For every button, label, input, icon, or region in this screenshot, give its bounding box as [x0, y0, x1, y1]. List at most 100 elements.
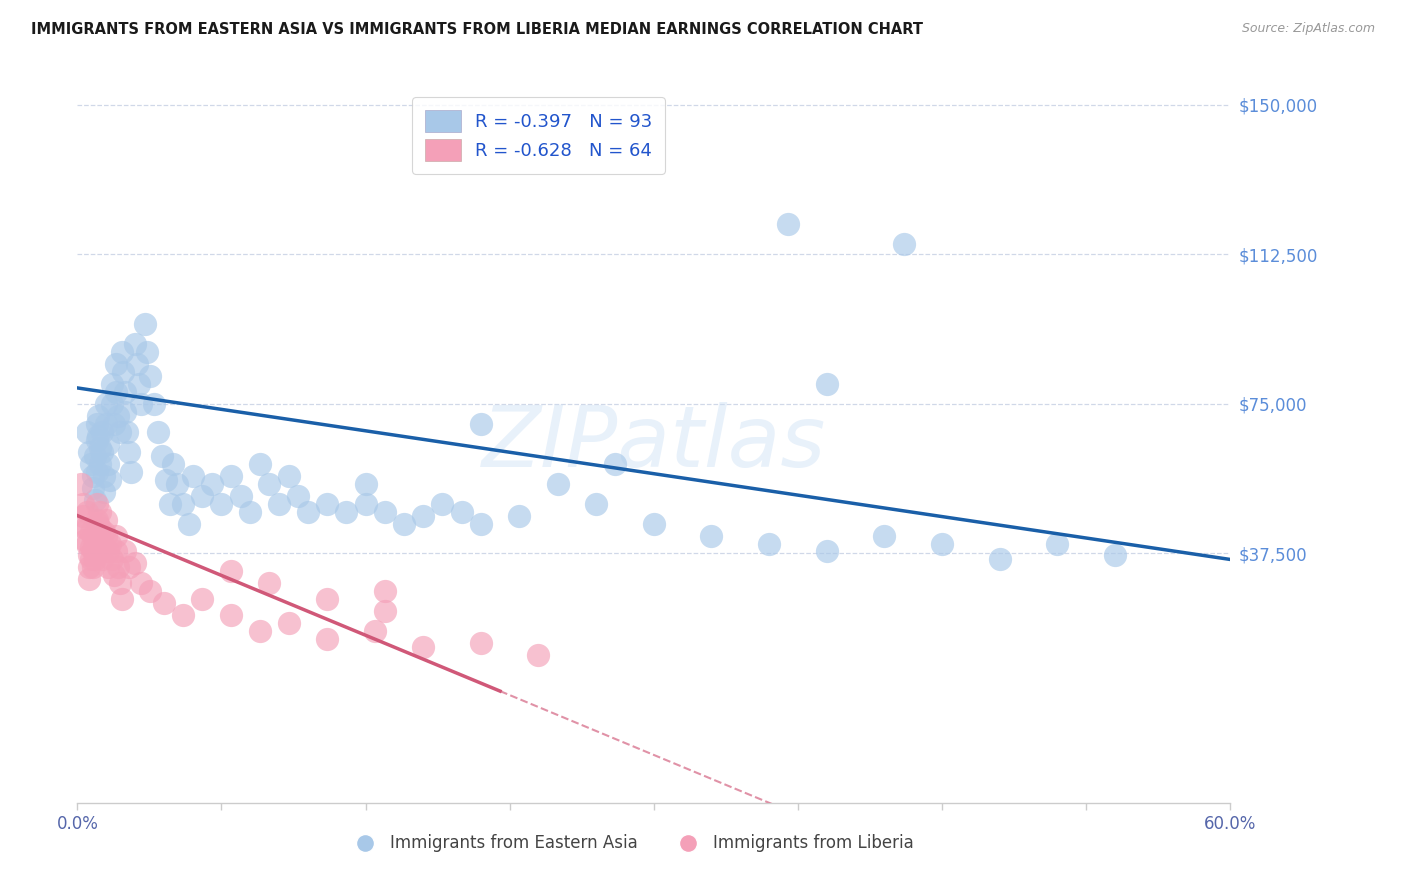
Point: [129, 397, 152, 411]
Point: [112, 365, 135, 379]
Point: [86, 465, 108, 479]
Point: [97, 544, 120, 558]
Point: [86, 433, 108, 447]
Point: [412, 640, 434, 655]
Point: [374, 505, 396, 519]
Point: [153, 596, 174, 610]
Point: [98, 536, 121, 550]
Point: [585, 497, 607, 511]
Point: [191, 489, 214, 503]
Point: [103, 417, 125, 431]
Point: [89, 520, 111, 534]
Point: [277, 468, 299, 483]
Point: [82, 481, 104, 495]
Point: [162, 457, 184, 471]
Point: [91, 552, 114, 566]
Point: [267, 497, 291, 511]
Point: [135, 345, 157, 359]
Point: [470, 417, 492, 431]
Point: [873, 528, 896, 542]
Point: [931, 536, 953, 550]
Point: [91, 536, 114, 550]
Point: [201, 476, 224, 491]
Point: [219, 608, 242, 623]
Point: [104, 384, 127, 399]
Point: [110, 592, 132, 607]
Point: [815, 544, 838, 558]
Point: [98, 473, 121, 487]
Point: [219, 565, 242, 579]
Point: [432, 497, 454, 511]
Point: [139, 368, 162, 383]
Point: [87, 429, 110, 443]
Point: [150, 449, 173, 463]
Point: [129, 576, 152, 591]
Point: [392, 516, 415, 531]
Point: [114, 405, 136, 419]
Point: [86, 544, 108, 558]
Point: [86, 497, 108, 511]
Point: [259, 476, 281, 491]
Point: [87, 516, 110, 531]
Point: [76, 505, 98, 519]
Point: [128, 376, 150, 391]
Point: [143, 397, 166, 411]
Point: [83, 536, 105, 550]
Point: [191, 592, 214, 607]
Point: [101, 397, 124, 411]
Point: [73, 520, 96, 534]
Point: [82, 528, 104, 542]
Point: [76, 425, 98, 439]
Point: [1046, 536, 1069, 550]
Point: [239, 505, 262, 519]
Point: [778, 218, 800, 232]
Point: [259, 576, 281, 591]
Point: [80, 541, 103, 555]
Point: [93, 524, 115, 539]
Point: [758, 536, 780, 550]
Point: [211, 497, 233, 511]
Point: [97, 560, 120, 574]
Point: [86, 417, 108, 431]
Point: [470, 516, 492, 531]
Point: [412, 508, 434, 523]
Point: [527, 648, 550, 663]
Point: [97, 436, 120, 450]
Point: [72, 508, 94, 523]
Point: [77, 573, 100, 587]
Point: [70, 476, 93, 491]
Point: [374, 604, 396, 618]
Text: ZIPatlas: ZIPatlas: [482, 402, 825, 485]
Point: [91, 444, 114, 458]
Point: [146, 425, 169, 439]
Point: [93, 541, 115, 555]
Point: [72, 497, 94, 511]
Point: [114, 544, 136, 558]
Point: [103, 568, 125, 582]
Point: [287, 489, 309, 503]
Point: [80, 457, 103, 471]
Point: [374, 584, 396, 599]
Point: [104, 544, 127, 558]
Point: [87, 409, 110, 423]
Point: [77, 549, 100, 563]
Point: [166, 476, 188, 491]
Point: [450, 505, 472, 519]
Point: [93, 484, 115, 499]
Point: [139, 584, 162, 599]
Point: [101, 376, 124, 391]
Point: [110, 345, 132, 359]
Point: [354, 476, 377, 491]
Point: [988, 552, 1011, 566]
Point: [124, 557, 146, 571]
Point: [508, 508, 530, 523]
Point: [108, 576, 131, 591]
Point: [643, 516, 665, 531]
Point: [89, 505, 111, 519]
Point: [82, 560, 104, 574]
Point: [86, 528, 108, 542]
Point: [87, 533, 110, 547]
Point: [96, 397, 117, 411]
Point: [172, 608, 194, 623]
Point: [107, 409, 129, 423]
